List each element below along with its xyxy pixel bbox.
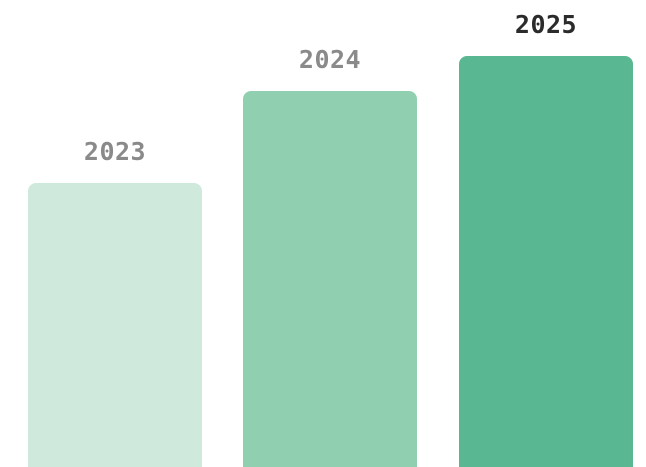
bar-2024	[243, 91, 417, 467]
bar-label-2025: 2025	[514, 10, 578, 39]
bar-2025	[459, 56, 633, 467]
bar-label-2023: 2023	[83, 137, 147, 166]
bar-2023	[28, 183, 202, 467]
bar-label-2024: 2024	[298, 45, 362, 74]
